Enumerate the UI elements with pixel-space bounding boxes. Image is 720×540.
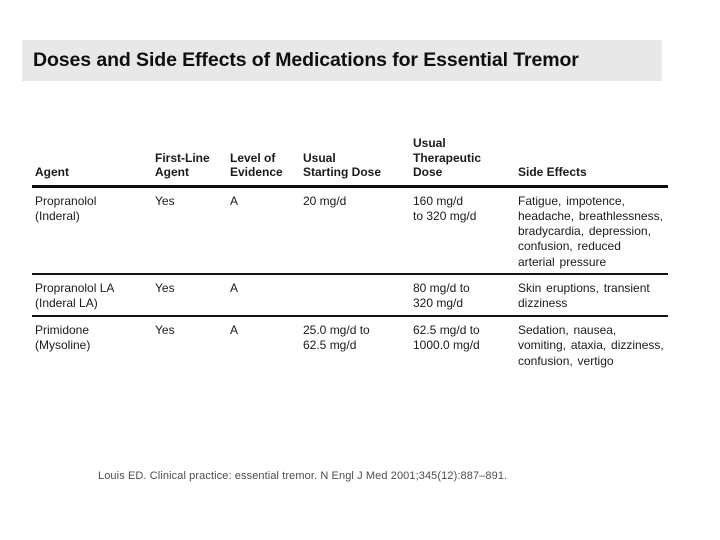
table-row-propranolol: Propranolol (Inderal) Yes A 20 mg/d 160 … bbox=[32, 186, 668, 275]
medications-table: Agent First-Line Agent Level of Evidence… bbox=[32, 130, 668, 369]
column-header-level-of-evidence: Level of Evidence bbox=[227, 130, 300, 188]
cell-agent: Primidone (Mysoline) bbox=[35, 323, 91, 353]
cell-evidence: A bbox=[227, 274, 300, 317]
cell-side-effects: Skin eruptions, transient dizziness bbox=[515, 274, 668, 317]
slide-title-bar: Doses and Side Effects of Medications fo… bbox=[22, 40, 662, 81]
table-row-primidone: Primidone (Mysoline) Yes A 25.0 mg/d to … bbox=[32, 316, 668, 369]
citation: Louis ED. Clinical practice: essential t… bbox=[98, 470, 508, 482]
column-header-side-effects: Side Effects bbox=[515, 130, 668, 188]
slide-title: Doses and Side Effects of Medications fo… bbox=[33, 49, 579, 71]
column-header-usual-starting-dose: Usual Starting Dose bbox=[300, 130, 410, 188]
cell-starting-dose bbox=[300, 274, 410, 317]
column-header-usual-therapeutic-dose: Usual Therapeutic Dose bbox=[410, 130, 515, 188]
cell-starting-dose: 20 mg/d bbox=[300, 186, 410, 275]
cell-first-line: Yes bbox=[152, 274, 227, 317]
cell-first-line: Yes bbox=[155, 323, 175, 337]
table-header-row: Agent First-Line Agent Level of Evidence… bbox=[32, 130, 668, 188]
cell-side-effects: Sedation, nausea, vomiting, ataxia, dizz… bbox=[518, 323, 664, 368]
cell-agent: Propranolol LA (Inderal LA) bbox=[32, 274, 152, 317]
cell-therapeutic-dose: 80 mg/d to 320 mg/d bbox=[410, 274, 515, 317]
column-header-agent: Agent bbox=[32, 130, 152, 188]
cell-first-line: Yes bbox=[152, 186, 227, 275]
cell-therapeutic-dose: 62.5 mg/d to 1000.0 mg/d bbox=[413, 323, 480, 353]
cell-evidence: A bbox=[227, 186, 300, 275]
column-header-first-line-agent: First-Line Agent bbox=[152, 130, 227, 188]
cell-side-effects: Fatigue, impotence, headache, breathless… bbox=[515, 186, 668, 275]
cell-therapeutic-dose: 160 mg/d to 320 mg/d bbox=[410, 186, 515, 275]
cell-starting-dose: 25.0 mg/d to 62.5 mg/d bbox=[303, 323, 370, 353]
cell-agent: Propranolol (Inderal) bbox=[32, 186, 152, 275]
table-row-propranolol-la: Propranolol LA (Inderal LA) Yes A 80 mg/… bbox=[32, 274, 668, 317]
cell-evidence: A bbox=[230, 323, 239, 337]
